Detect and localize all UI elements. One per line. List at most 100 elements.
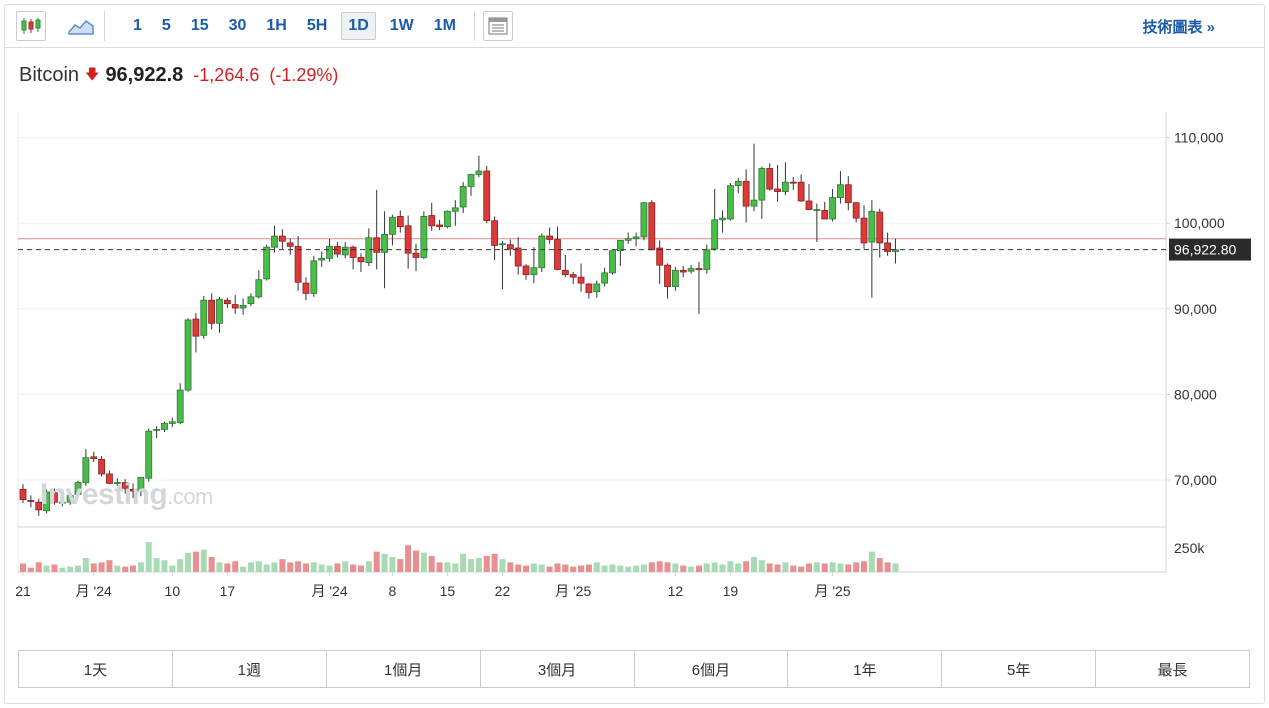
candle-body — [797, 181, 805, 202]
candle-body — [451, 207, 459, 212]
candle-body — [58, 501, 66, 504]
candle-body — [310, 260, 318, 294]
volume-bar — [20, 563, 26, 572]
candle-body — [483, 170, 491, 222]
volume-bar — [413, 550, 419, 572]
news-panel-icon[interactable] — [483, 10, 513, 41]
candle-body — [341, 246, 349, 256]
candle-body — [506, 244, 514, 250]
timeframe-15[interactable]: 15 — [190, 16, 209, 34]
volume-bar — [114, 565, 121, 572]
range-3-months[interactable]: 3個月 — [481, 651, 635, 687]
range-6-months[interactable]: 6個月 — [635, 651, 789, 687]
volume-bar — [499, 559, 506, 572]
volume-bar — [436, 562, 443, 572]
range-1-year[interactable]: 1年 — [788, 651, 943, 687]
candle-body — [35, 501, 43, 511]
candle-body — [208, 299, 216, 324]
candle-body — [616, 239, 624, 252]
volume-bar — [130, 565, 137, 572]
volume-bar — [334, 563, 341, 572]
candle-body — [436, 224, 443, 228]
volume-bar — [782, 562, 789, 572]
candle-body — [145, 430, 153, 479]
volume-bar — [876, 558, 883, 572]
timeframe-1[interactable]: 1 — [133, 16, 142, 34]
timeframe-1w[interactable]: 1W — [389, 16, 414, 34]
candle-body — [271, 235, 278, 248]
timeframe-1h[interactable]: 1H — [266, 16, 287, 34]
volume-bar — [774, 564, 781, 572]
volume-bar — [711, 562, 718, 572]
candle-body — [593, 283, 601, 293]
investing-watermark: Investing.com — [40, 478, 213, 511]
volume-bar — [208, 557, 215, 572]
candle-body — [868, 210, 876, 243]
price-change-percent: (-1.29%) — [269, 65, 339, 85]
candle-body — [302, 282, 310, 294]
range-5-years[interactable]: 5年 — [942, 651, 1097, 687]
candle-body — [19, 488, 27, 501]
x-tick-label: 15 — [440, 583, 456, 599]
volume-bar — [664, 562, 671, 572]
range-1-day[interactable]: 1天 — [19, 651, 173, 687]
volume-bar — [546, 566, 553, 572]
volume-bar — [806, 563, 812, 572]
instrument-name: Bitcoin — [19, 64, 80, 86]
candle-body — [609, 250, 616, 274]
timeframe-5[interactable]: 5 — [161, 16, 171, 34]
volume-bar — [703, 563, 710, 572]
candle-body — [766, 168, 774, 190]
chart-toolbar: 1 5 15 30 1H 5H 1D 1W 1M 技術圖表 » — [4, 4, 1265, 48]
candle-body — [829, 197, 836, 220]
volume-bar — [216, 562, 223, 572]
down-arrow-icon: 🡇 — [85, 66, 100, 82]
candle-body — [750, 199, 758, 207]
volume-bar — [420, 552, 427, 572]
timeframe-1d[interactable]: 1D — [341, 11, 376, 40]
candle-body — [554, 239, 561, 270]
toolbar-divider — [104, 10, 105, 41]
volume-bar — [106, 560, 113, 572]
x-tick-label: 10 — [165, 583, 181, 599]
candle-body — [844, 184, 852, 204]
candle-body — [365, 237, 373, 263]
volume-bar — [609, 564, 616, 572]
candle-body — [742, 180, 750, 207]
timeframe-1m[interactable]: 1M — [433, 16, 456, 34]
volume-axis-label: 250k — [1174, 540, 1205, 556]
volume-bar — [247, 562, 254, 572]
candle-body — [711, 219, 719, 250]
candle-body — [789, 181, 797, 184]
candle-body — [444, 210, 451, 228]
volume-bar — [562, 564, 569, 572]
candle-body — [223, 299, 231, 305]
candle-body — [326, 245, 333, 259]
timeframe-5h[interactable]: 5H — [306, 16, 328, 34]
candlestick-icon[interactable] — [16, 10, 46, 41]
candle-body — [247, 296, 255, 305]
candle-body — [569, 274, 577, 278]
candle-body — [231, 304, 239, 309]
volume-bar — [483, 555, 490, 572]
candlestick-chart[interactable]: 110,000 100,000 90,000 80,000 70,000 250k 96,9… — [0, 0, 1269, 640]
candle-body — [90, 456, 98, 459]
technical-chart-link[interactable]: 技術圖表 » — [1142, 19, 1215, 36]
candle-body — [695, 268, 703, 270]
range-max[interactable]: 最長 — [1157, 661, 1188, 679]
candle-body — [632, 236, 640, 240]
volume-bar — [59, 567, 66, 572]
volume-bar — [224, 563, 231, 572]
range-1-week[interactable]: 1週 — [173, 651, 327, 687]
range-1-month[interactable]: 1個月 — [327, 651, 481, 687]
timeframe-30[interactable]: 30 — [228, 16, 247, 34]
candle-body — [137, 476, 145, 492]
volume-bar — [357, 565, 364, 572]
volume-bar — [688, 566, 695, 572]
volume-bar — [145, 542, 152, 572]
area-chart-icon[interactable] — [66, 11, 96, 41]
candle-body — [294, 245, 302, 283]
volume-bar — [829, 562, 836, 572]
candle-body — [664, 264, 671, 287]
volume-bar — [326, 565, 333, 572]
